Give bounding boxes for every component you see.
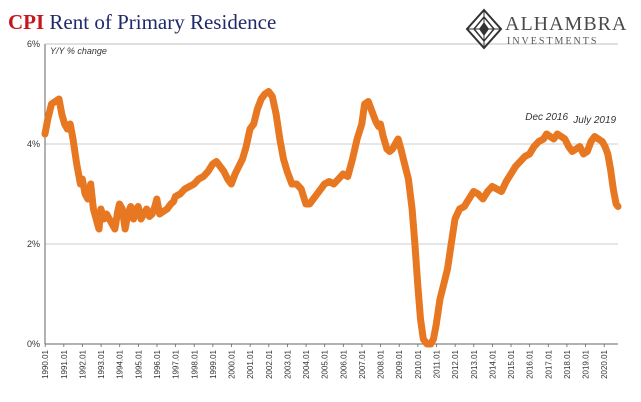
- x-tick-label: 2018.01: [563, 349, 572, 378]
- alhambra-logo: ALHAMBRA INVESTMENTS: [465, 8, 635, 52]
- x-tick-label: 2009.01: [395, 349, 404, 378]
- x-tick-label: 2017.01: [544, 349, 553, 378]
- series-line: [41, 88, 622, 348]
- logo-subtitle: INVESTMENTS: [507, 36, 599, 47]
- x-tick-label: 1991.01: [60, 349, 69, 378]
- x-tick-label: 2020.01: [600, 349, 609, 378]
- x-tick-label: 1996.01: [153, 349, 162, 378]
- y-tick-label: 4%: [27, 139, 40, 149]
- x-tick-label: 2014.01: [488, 349, 497, 378]
- x-tick-label: 2010.01: [414, 349, 423, 378]
- x-tick-label: 2003.01: [283, 349, 292, 378]
- x-tick-label: 2016.01: [526, 349, 535, 378]
- x-tick-label: 2008.01: [377, 349, 386, 378]
- x-tick-label: 2004.01: [302, 349, 311, 378]
- y-tick-labels: 0% 2% 4% 6%: [27, 39, 40, 349]
- y-tick-label: 6%: [27, 39, 40, 49]
- axes: [44, 43, 618, 347]
- x-tick-label: 1995.01: [134, 349, 143, 378]
- title-prefix: CPI: [8, 10, 45, 34]
- x-tick-label: 1997.01: [172, 349, 181, 378]
- y-tick-label: 0%: [27, 339, 40, 349]
- x-tick-label: 2011.01: [433, 349, 442, 378]
- x-tick-label: 2012.01: [451, 349, 460, 378]
- logo-name: ALHAMBRA: [505, 13, 628, 35]
- x-tick-labels: 1990.01 1991.01 1992.01 1993.01 1994.01 1995.…: [41, 349, 609, 378]
- x-tick-label: 2000.01: [228, 349, 237, 378]
- x-tick-label: 2001.01: [246, 349, 255, 378]
- annotation-label: Dec 2016: [525, 112, 569, 123]
- x-tick-label: 2019.01: [582, 349, 591, 378]
- x-tick-label: 2006.01: [339, 349, 348, 378]
- x-tick-label: 1999.01: [209, 349, 218, 378]
- annotation-label: July 2019: [573, 114, 617, 126]
- logo-diamond-icon: [465, 8, 503, 50]
- x-tick-label: 2005.01: [321, 349, 330, 378]
- title-rest: Rent of Primary Residence: [49, 10, 277, 34]
- series-group: [41, 88, 622, 348]
- y-tick-label: 2%: [27, 239, 40, 249]
- x-tick-label: 1998.01: [190, 349, 199, 378]
- x-tick-label: 2013.01: [470, 349, 479, 378]
- x-tick-label: 2002.01: [265, 349, 274, 378]
- x-tick-label: 1993.01: [97, 349, 106, 378]
- x-tick-label: 1994.01: [116, 349, 125, 378]
- x-tick-label: 1992.01: [78, 349, 87, 378]
- x-tick-label: 1990.01: [41, 349, 50, 378]
- y-axis-label: Y/Y % change: [50, 46, 107, 56]
- x-tick-label: 2007.01: [358, 349, 367, 378]
- chart-title: CPI Rent of Primary Residence: [8, 10, 276, 35]
- x-tick-label: 2015.01: [507, 349, 516, 378]
- gridlines: [45, 43, 618, 345]
